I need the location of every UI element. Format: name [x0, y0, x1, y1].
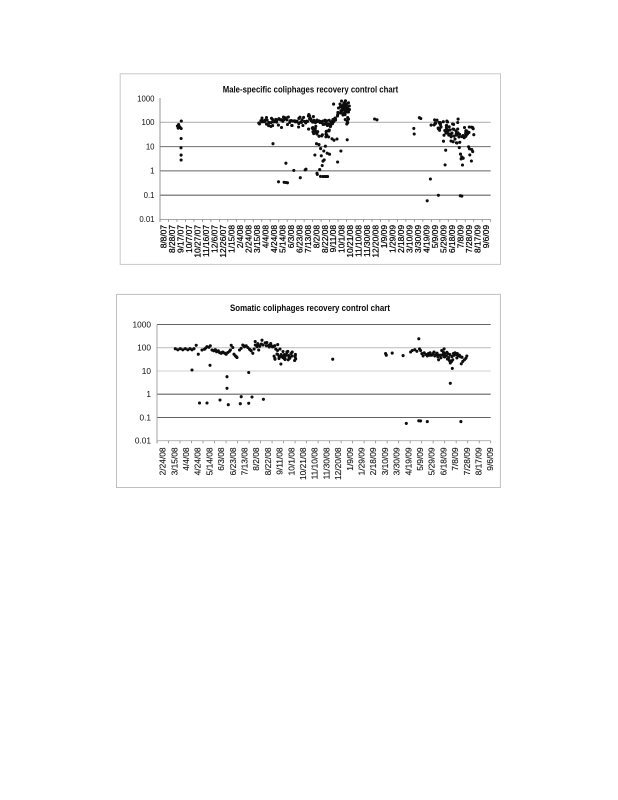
- svg-text:4/19/09: 4/19/09: [403, 447, 413, 475]
- svg-text:1000: 1000: [137, 95, 155, 104]
- svg-text:10: 10: [142, 366, 152, 376]
- svg-text:11/30/08: 11/30/08: [362, 225, 372, 257]
- svg-text:6/3/08: 6/3/08: [286, 225, 296, 249]
- svg-text:Somatic coliphages recovery co: Somatic coliphages recovery control char…: [230, 303, 390, 313]
- svg-text:2/18/09: 2/18/09: [396, 225, 406, 253]
- svg-text:4/19/09: 4/19/09: [422, 225, 432, 253]
- svg-text:5/14/08: 5/14/08: [204, 447, 214, 475]
- svg-text:1: 1: [146, 389, 151, 399]
- svg-text:8/17/09: 8/17/09: [474, 447, 484, 475]
- svg-text:5/14/08: 5/14/08: [277, 225, 287, 253]
- svg-text:5/9/09: 5/9/09: [415, 447, 425, 471]
- svg-text:0.1: 0.1: [139, 412, 151, 422]
- svg-text:4/4/08: 4/4/08: [260, 225, 270, 249]
- svg-text:11/10/08: 11/10/08: [354, 225, 364, 257]
- svg-text:8/17/09: 8/17/09: [472, 225, 482, 253]
- svg-text:12/20/08: 12/20/08: [371, 225, 381, 258]
- svg-text:11/30/08: 11/30/08: [321, 447, 331, 479]
- svg-text:9/6/09: 9/6/09: [485, 447, 495, 471]
- svg-text:9/11/08: 9/11/08: [328, 225, 338, 253]
- svg-text:8/8/07: 8/8/07: [159, 225, 169, 249]
- svg-text:3/10/09: 3/10/09: [380, 447, 390, 475]
- svg-text:8/22/08: 8/22/08: [320, 225, 330, 253]
- svg-text:9/11/08: 9/11/08: [275, 447, 285, 475]
- svg-text:6/23/08: 6/23/08: [294, 225, 304, 253]
- svg-text:10/21/08: 10/21/08: [298, 447, 308, 480]
- svg-text:2/24/08: 2/24/08: [158, 447, 168, 475]
- svg-text:7/28/09: 7/28/09: [462, 447, 472, 475]
- svg-text:12/26/07: 12/26/07: [218, 225, 228, 258]
- svg-text:3/10/09: 3/10/09: [405, 225, 415, 253]
- svg-text:1/29/09: 1/29/09: [388, 225, 398, 253]
- svg-text:1000: 1000: [133, 319, 152, 329]
- svg-text:8/2/08: 8/2/08: [311, 225, 321, 249]
- svg-text:4/24/08: 4/24/08: [193, 447, 203, 475]
- svg-text:10/7/07: 10/7/07: [184, 225, 194, 253]
- svg-text:7/28/09: 7/28/09: [464, 225, 474, 253]
- svg-text:6/3/08: 6/3/08: [216, 447, 226, 471]
- svg-text:7/13/08: 7/13/08: [303, 225, 313, 253]
- svg-text:2/18/09: 2/18/09: [368, 447, 378, 475]
- svg-text:6/18/09: 6/18/09: [447, 225, 457, 253]
- svg-text:2/24/08: 2/24/08: [243, 225, 253, 253]
- svg-text:1/9/09: 1/9/09: [379, 225, 389, 249]
- svg-text:1: 1: [150, 167, 154, 176]
- svg-text:8/28/07: 8/28/07: [167, 225, 177, 253]
- svg-text:9/6/09: 9/6/09: [481, 225, 491, 249]
- svg-text:10/21/08: 10/21/08: [345, 225, 355, 258]
- svg-text:12/20/08: 12/20/08: [333, 447, 343, 480]
- svg-text:6/18/09: 6/18/09: [438, 447, 448, 475]
- svg-text:5/29/09: 5/29/09: [438, 225, 448, 253]
- svg-text:11/16/07: 11/16/07: [201, 225, 211, 257]
- svg-text:1/9/09: 1/9/09: [345, 447, 355, 471]
- svg-text:1/29/09: 1/29/09: [357, 447, 367, 475]
- svg-text:6/23/08: 6/23/08: [228, 447, 238, 475]
- svg-text:9/17/07: 9/17/07: [176, 225, 186, 253]
- svg-text:5/9/09: 5/9/09: [430, 225, 440, 249]
- svg-text:10: 10: [146, 142, 155, 151]
- svg-text:3/30/09: 3/30/09: [392, 447, 402, 475]
- svg-text:2/4/08: 2/4/08: [235, 225, 245, 249]
- svg-text:3/15/08: 3/15/08: [252, 225, 262, 253]
- svg-text:11/10/08: 11/10/08: [310, 447, 320, 479]
- svg-text:10/1/08: 10/1/08: [337, 225, 347, 253]
- svg-text:7/13/08: 7/13/08: [240, 447, 250, 475]
- svg-text:0.01: 0.01: [135, 436, 152, 446]
- svg-text:1/15/08: 1/15/08: [226, 225, 236, 253]
- svg-text:0.1: 0.1: [144, 191, 155, 200]
- svg-text:3/30/09: 3/30/09: [413, 225, 423, 253]
- svg-text:0.01: 0.01: [139, 215, 154, 224]
- svg-text:7/8/09: 7/8/09: [455, 225, 465, 249]
- svg-text:8/2/08: 8/2/08: [251, 447, 261, 471]
- svg-text:4/24/08: 4/24/08: [269, 225, 279, 253]
- svg-text:10/1/08: 10/1/08: [286, 447, 296, 475]
- svg-text:100: 100: [137, 343, 151, 353]
- svg-text:Male-specific coliphages recov: Male-specific coliphages recovery contro…: [223, 85, 399, 95]
- svg-text:10/27/07: 10/27/07: [193, 225, 203, 258]
- svg-text:4/4/08: 4/4/08: [181, 447, 191, 471]
- svg-text:100: 100: [141, 118, 155, 127]
- svg-text:8/22/08: 8/22/08: [263, 447, 273, 475]
- svg-text:7/8/09: 7/8/09: [450, 447, 460, 471]
- svg-text:12/6/07: 12/6/07: [210, 225, 220, 253]
- svg-text:3/15/08: 3/15/08: [169, 447, 179, 475]
- svg-text:5/29/09: 5/29/09: [427, 447, 437, 475]
